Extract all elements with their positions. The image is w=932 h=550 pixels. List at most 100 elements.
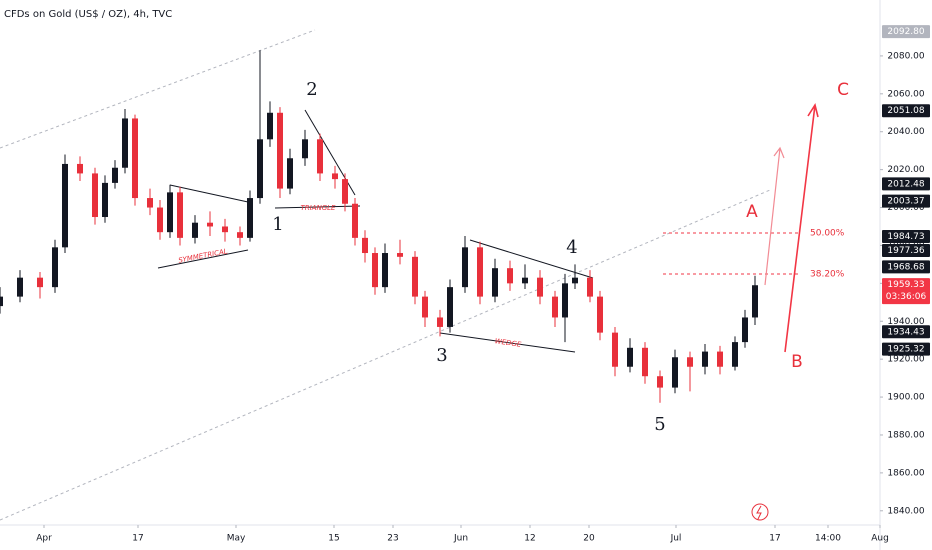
price-tag xyxy=(882,177,930,191)
wave-label: A xyxy=(746,202,758,222)
x-tick-label: 14:00 xyxy=(815,534,841,544)
wave-label: 5 xyxy=(654,414,665,435)
x-tick-label: Apr xyxy=(36,534,52,544)
candle-body xyxy=(397,253,403,257)
candle-body xyxy=(362,237,368,254)
candle-body xyxy=(477,247,483,297)
wave-label: 1 xyxy=(272,214,283,235)
candle-body xyxy=(752,285,758,318)
y-tick-label: 1920.00 xyxy=(887,355,924,365)
candle-body xyxy=(207,222,213,227)
price-tag xyxy=(882,278,930,305)
candle-body xyxy=(342,179,348,204)
x-tick-label: May xyxy=(227,534,246,544)
candle-body xyxy=(492,268,498,297)
candle-body xyxy=(302,139,308,159)
candle-body xyxy=(537,277,543,297)
price-tag xyxy=(882,194,930,208)
x-tick-label: 15 xyxy=(328,534,339,544)
arrow xyxy=(764,146,785,286)
candle-body xyxy=(102,182,108,218)
price-tag-label: 1977.36 xyxy=(887,246,924,256)
pattern-line xyxy=(157,249,249,269)
wave-label: 4 xyxy=(566,237,577,258)
candle-body xyxy=(732,342,738,367)
candle-body xyxy=(157,207,163,233)
candle-body xyxy=(562,283,568,318)
candle-body xyxy=(642,347,648,377)
price-tag-label: 2012.48 xyxy=(887,179,924,189)
y-tick-label: 2080.00 xyxy=(887,51,924,61)
candle-body xyxy=(437,317,443,327)
candle-body xyxy=(92,173,98,218)
price-tag-label: 1925.32 xyxy=(887,345,924,355)
y-tick-label: 2000.00 xyxy=(887,203,924,213)
candle-body xyxy=(267,112,273,140)
fib-label: 50.00% xyxy=(810,229,845,239)
price-tag xyxy=(882,243,930,257)
x-tick-label: Jul xyxy=(670,534,682,544)
icon xyxy=(751,503,769,521)
candle-body xyxy=(132,118,138,199)
candle-body xyxy=(522,277,528,284)
arrow xyxy=(784,102,819,353)
wave-label: B xyxy=(791,352,803,372)
x-tick-label: 17 xyxy=(132,534,143,544)
chart-title: CFDs on Gold (US$ / OZ), 4h, TVC xyxy=(4,9,172,20)
candle-body xyxy=(147,198,153,208)
candle-body xyxy=(52,247,58,288)
x-tick-label: 20 xyxy=(583,534,595,544)
price-tag-label: 1968.68 xyxy=(887,262,924,272)
price-tag-label: 1959.33 xyxy=(887,280,924,290)
price-tag xyxy=(882,104,930,118)
drawings xyxy=(0,29,819,521)
pattern-line xyxy=(169,184,249,203)
candle-body xyxy=(237,232,243,238)
candle-body xyxy=(177,192,183,238)
candle-body xyxy=(687,357,693,367)
candle-body xyxy=(507,268,513,284)
candle-body xyxy=(422,296,428,318)
y-tick-label: 1840.00 xyxy=(887,506,924,516)
candle-body xyxy=(247,198,253,238)
candle-body xyxy=(597,296,603,333)
price-tag xyxy=(882,342,930,356)
countdown: 03:36:06 xyxy=(886,292,927,302)
candle-body xyxy=(77,163,83,174)
candle-body xyxy=(17,277,23,297)
price-tag-label: 1934.43 xyxy=(887,327,924,337)
candle-body xyxy=(717,351,723,367)
candle-body xyxy=(587,277,593,297)
y-tick-label: 1860.00 xyxy=(887,468,924,478)
pattern-label: TRIANGLE xyxy=(301,204,337,212)
candle-body xyxy=(167,192,173,233)
x-tick-label: Aug xyxy=(871,534,889,544)
candle-body xyxy=(37,277,43,288)
channel-line xyxy=(0,29,316,149)
price-tag-label: 2051.08 xyxy=(887,106,924,116)
price-tag xyxy=(882,229,930,243)
y-tick-label: 1880.00 xyxy=(887,430,924,440)
candle-body xyxy=(287,158,293,189)
candle-body xyxy=(627,347,633,367)
candle-body xyxy=(277,112,283,189)
icon xyxy=(756,505,762,520)
x-tick-label: 12 xyxy=(524,534,535,544)
fib-label: 38.20% xyxy=(810,270,845,280)
candle-body xyxy=(352,203,358,238)
wave-label: C xyxy=(837,80,849,100)
candle-body xyxy=(62,163,68,248)
pattern-line xyxy=(439,332,576,353)
candle-body xyxy=(702,351,708,367)
channel-line xyxy=(0,189,771,521)
y-tick-label: 2020.00 xyxy=(887,165,924,175)
candle-body xyxy=(257,139,263,199)
y-tick-label: 2060.00 xyxy=(887,89,924,99)
x-tick-label: 23 xyxy=(387,534,398,544)
price-tag xyxy=(882,260,930,274)
price-tag xyxy=(882,25,930,39)
pattern-label: WEDGE xyxy=(494,337,522,349)
candle-body xyxy=(382,253,388,288)
pattern-line xyxy=(274,205,361,209)
